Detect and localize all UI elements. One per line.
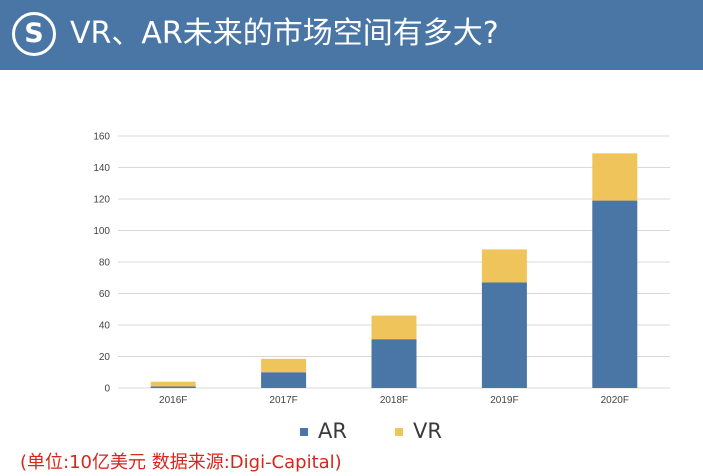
bar-ar-2016F (150, 386, 196, 388)
x-tick-label: 2018F (380, 395, 408, 406)
bars (150, 153, 638, 388)
legend-swatch-ar (300, 428, 308, 436)
y-tick-label: 40 (99, 321, 111, 332)
y-tick-label: 20 (99, 352, 111, 363)
legend-item-ar: AR (300, 418, 347, 444)
bar-vr-2020F (592, 153, 638, 201)
bar-ar-2018F (371, 339, 417, 388)
bar-ar-2017F (261, 372, 307, 388)
bar-vr-2017F (261, 358, 307, 373)
bar-vr-2016F (150, 381, 196, 387)
bar-vr-2019F (481, 249, 527, 283)
page-title: VR、AR未来的市场空间有多大? (70, 16, 499, 51)
y-tick-label: 0 (104, 384, 110, 395)
y-tick-label: 120 (93, 195, 110, 206)
axis-ticks: 0 20 40 60 80 100 120 140 160 2016F 2017F 2018F 2019… (93, 132, 629, 407)
y-tick-label: 80 (99, 258, 111, 269)
logo-icon: S (12, 12, 56, 56)
legend-label-ar: AR (318, 419, 347, 443)
legend-swatch-vr (395, 428, 403, 436)
x-tick-label: 2019F (490, 395, 518, 406)
x-tick-label: 2017F (269, 395, 297, 406)
y-tick-label: 100 (93, 226, 110, 237)
x-tick-label: 2016F (159, 395, 187, 406)
bar-ar-2019F (481, 282, 527, 388)
grid-lines (118, 135, 670, 389)
legend-label-vr: VR (413, 419, 442, 443)
y-tick-label: 160 (93, 132, 110, 143)
bar-vr-2018F (371, 315, 417, 340)
header-bar: S VR、AR未来的市场空间有多大? (0, 0, 703, 70)
y-tick-label: 140 (93, 163, 110, 174)
x-tick-label: 2020F (601, 395, 629, 406)
source-note: (单位:10亿美元 数据来源:Digi-Capital) (20, 452, 342, 473)
bar-ar-2020F (592, 200, 638, 388)
legend-item-vr: VR (395, 418, 442, 444)
y-tick-label: 60 (99, 289, 111, 300)
